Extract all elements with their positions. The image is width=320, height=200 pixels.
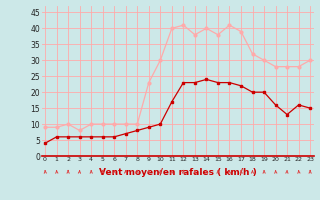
- X-axis label: Vent moyen/en rafales ( km/h ): Vent moyen/en rafales ( km/h ): [99, 168, 256, 177]
